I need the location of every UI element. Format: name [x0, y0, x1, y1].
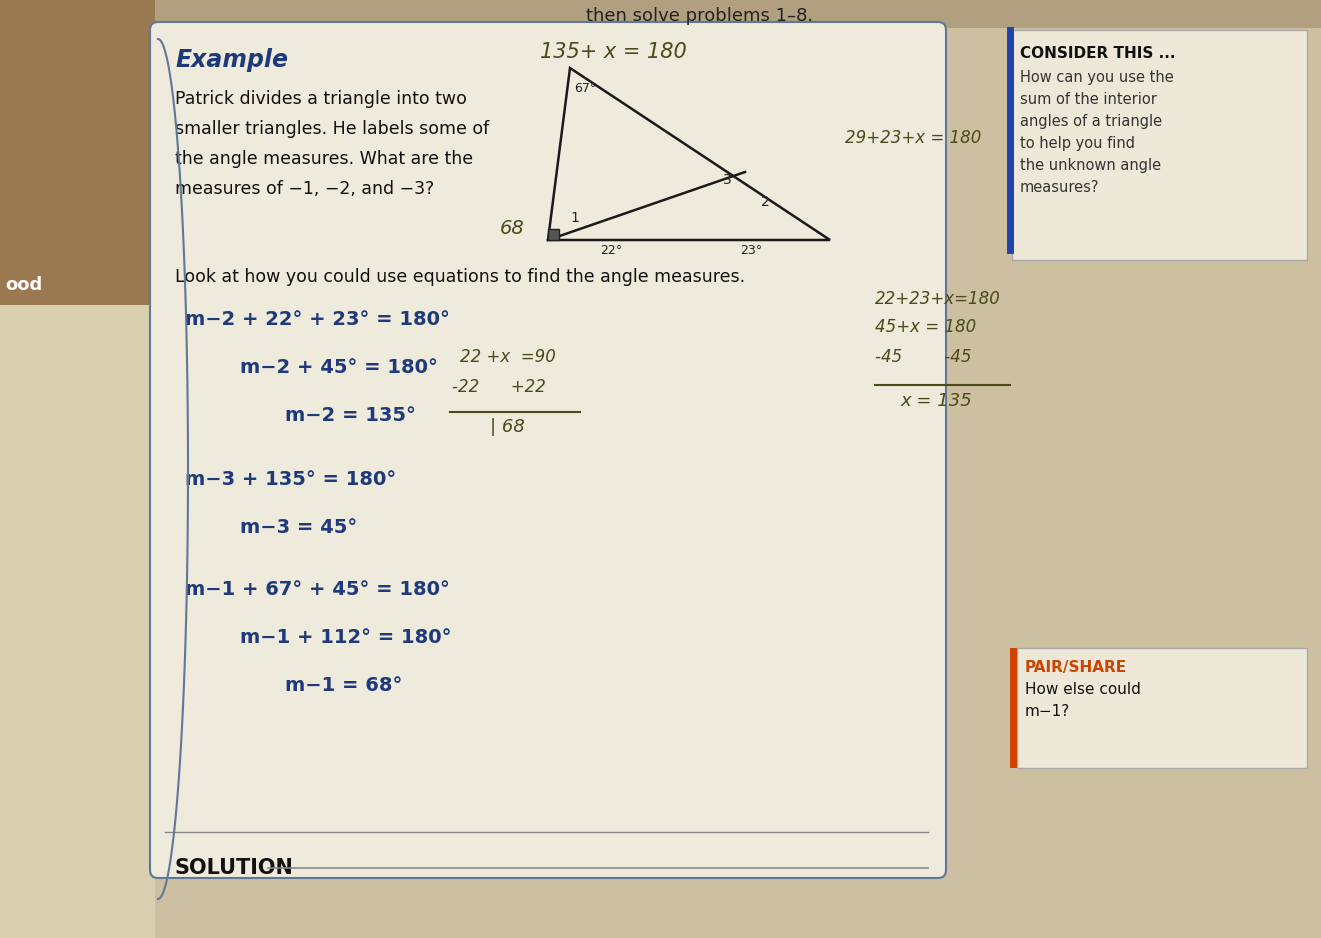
Text: m−2 + 45° = 180°: m−2 + 45° = 180° [240, 358, 437, 377]
Text: smaller triangles. He labels some of: smaller triangles. He labels some of [174, 120, 489, 138]
Text: m−3 + 135° = 180°: m−3 + 135° = 180° [185, 470, 396, 489]
Text: m−1 = 68°: m−1 = 68° [285, 676, 403, 695]
Text: 3: 3 [723, 173, 732, 187]
Text: m−1 + 112° = 180°: m−1 + 112° = 180° [240, 628, 452, 647]
Text: 29+23+x = 180: 29+23+x = 180 [845, 129, 982, 147]
Bar [0, 0, 155, 305]
Text: m−2 + 22° + 23° = 180°: m−2 + 22° + 23° = 180° [185, 310, 450, 329]
Text: angles of a triangle: angles of a triangle [1020, 114, 1162, 129]
Text: 45+x = 180: 45+x = 180 [875, 318, 976, 336]
Bar [0, 0, 1321, 28]
Text: m−3 = 45°: m−3 = 45° [240, 518, 357, 537]
Text: to help you find: to help you find [1020, 136, 1135, 151]
Text: -45        -45: -45 -45 [875, 348, 971, 366]
Text: 22+23+x=180: 22+23+x=180 [875, 290, 1001, 308]
Text: ood: ood [5, 276, 42, 294]
Bar [0, 305, 155, 938]
Text: the unknown angle: the unknown angle [1020, 158, 1161, 173]
Text: CONSIDER THIS ...: CONSIDER THIS ... [1020, 46, 1176, 61]
Text: measures of −1, −2, and −3?: measures of −1, −2, and −3? [174, 180, 435, 198]
Text: SOLUTION: SOLUTION [174, 858, 293, 878]
Text: Patrick divides a triangle into two: Patrick divides a triangle into two [174, 90, 466, 108]
Text: 22°: 22° [600, 244, 622, 256]
Text: m−1?: m−1? [1025, 704, 1070, 719]
Text: PAIR/SHARE: PAIR/SHARE [1025, 660, 1127, 675]
Bar [548, 229, 559, 240]
Text: | 68: | 68 [490, 418, 524, 436]
Text: How else could: How else could [1025, 682, 1141, 697]
Text: sum of the interior: sum of the interior [1020, 92, 1157, 107]
Bar [1011, 648, 1017, 768]
Text: m−2 = 135°: m−2 = 135° [285, 406, 416, 425]
Text: measures?: measures? [1020, 180, 1099, 195]
Bar [1017, 648, 1306, 768]
Text: How can you use the: How can you use the [1020, 70, 1174, 85]
FancyBboxPatch shape [151, 22, 946, 878]
Bar [1012, 30, 1306, 260]
Text: 23°: 23° [740, 244, 762, 256]
Text: x = 135: x = 135 [900, 392, 972, 410]
Text: 22 +x  =90: 22 +x =90 [460, 348, 556, 366]
Text: Look at how you could use equations to find the angle measures.: Look at how you could use equations to f… [174, 268, 745, 286]
Text: 67°: 67° [575, 82, 596, 95]
Text: 1: 1 [571, 211, 580, 225]
Text: then solve problems 1–8.: then solve problems 1–8. [587, 7, 814, 25]
Text: Example: Example [174, 48, 288, 72]
Text: 2: 2 [761, 195, 769, 209]
Text: m−1 + 67° + 45° = 180°: m−1 + 67° + 45° = 180° [185, 580, 450, 599]
Text: 135+ x = 180: 135+ x = 180 [540, 42, 687, 62]
Text: the angle measures. What are the: the angle measures. What are the [174, 150, 473, 168]
Text: 68: 68 [499, 219, 524, 237]
Text: -22      +22: -22 +22 [452, 378, 546, 396]
